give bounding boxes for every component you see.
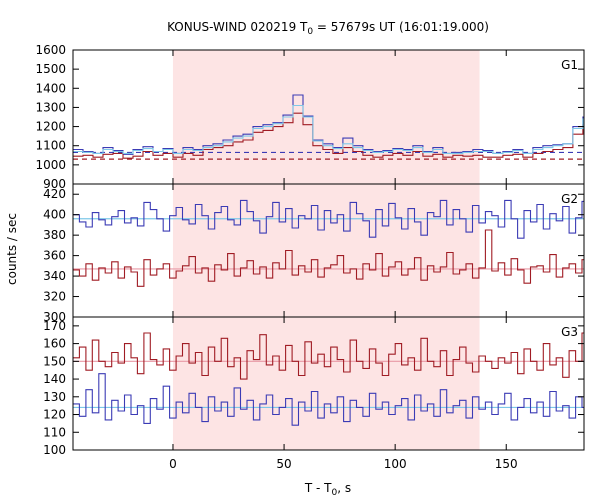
- y-axis-label: counts / sec: [5, 213, 19, 285]
- y-tick-label-g2-320: 320: [43, 290, 66, 304]
- y-tick-label-g3-120: 120: [43, 408, 66, 422]
- y-tick-label-g2-380: 380: [43, 228, 66, 242]
- y-tick-label-g3-170: 170: [43, 319, 66, 333]
- highlight-interval-g3: [172, 317, 480, 450]
- panel-label-g1: G1: [561, 58, 578, 72]
- x-tick-label-50: 50: [276, 457, 291, 471]
- x-tick-label-150: 150: [495, 457, 518, 471]
- y-tick-label-g3-150: 150: [43, 354, 66, 368]
- x-tick-label-100: 100: [384, 457, 407, 471]
- y-tick-label-g1-1300: 1300: [35, 100, 66, 114]
- panel-label-g2: G2: [561, 192, 578, 206]
- y-tick-label-g2-360: 360: [43, 249, 66, 263]
- chart-title: KONUS-WIND 020219 T0 = 57679s UT (16:01:…: [167, 20, 489, 37]
- series-group-g2: [73, 199, 584, 287]
- y-tick-label-g2-340: 340: [43, 269, 66, 283]
- y-tick-label-g1-1500: 1500: [35, 62, 66, 76]
- panel-label-g3: G3: [561, 325, 578, 339]
- series-g2-1: [73, 229, 584, 287]
- y-tick-label-g1-1100: 1100: [35, 139, 66, 153]
- series-g3-1: [73, 373, 584, 426]
- series-group-g3: [73, 332, 584, 426]
- panels: 9001000110012001300140015001600G13003203…: [35, 43, 585, 471]
- y-tick-label-g2-300: 300: [43, 310, 66, 324]
- series-g2-0: [73, 199, 584, 239]
- y-tick-label-g3-110: 110: [43, 425, 66, 439]
- y-tick-label-g1-1200: 1200: [35, 120, 66, 134]
- y-tick-label-g2-420: 420: [43, 187, 66, 201]
- y-tick-label-g1-1600: 1600: [35, 43, 66, 57]
- series-group-g1: [73, 94, 584, 160]
- panel-frame-g3: [72, 316, 585, 451]
- y-tick-label-g1-1000: 1000: [35, 158, 66, 172]
- x-axis-label: T - T0, s: [304, 481, 351, 498]
- highlight-interval-g1: [172, 50, 480, 184]
- series-g3-0: [73, 332, 584, 380]
- series-g1-2: [73, 104, 584, 154]
- x-tick-label-0: 0: [169, 457, 177, 471]
- y-tick-label-g3-130: 130: [43, 390, 66, 404]
- y-tick-label-g3-100: 100: [43, 443, 66, 457]
- y-tick-label-g1-1400: 1400: [35, 81, 66, 95]
- series-g1-1: [73, 112, 584, 159]
- y-tick-label-g3-160: 160: [43, 337, 66, 351]
- y-tick-label-g1-900: 900: [43, 177, 66, 191]
- y-tick-label-g2-400: 400: [43, 208, 66, 222]
- y-tick-label-g3-140: 140: [43, 372, 66, 386]
- highlight-interval-g2: [172, 184, 480, 317]
